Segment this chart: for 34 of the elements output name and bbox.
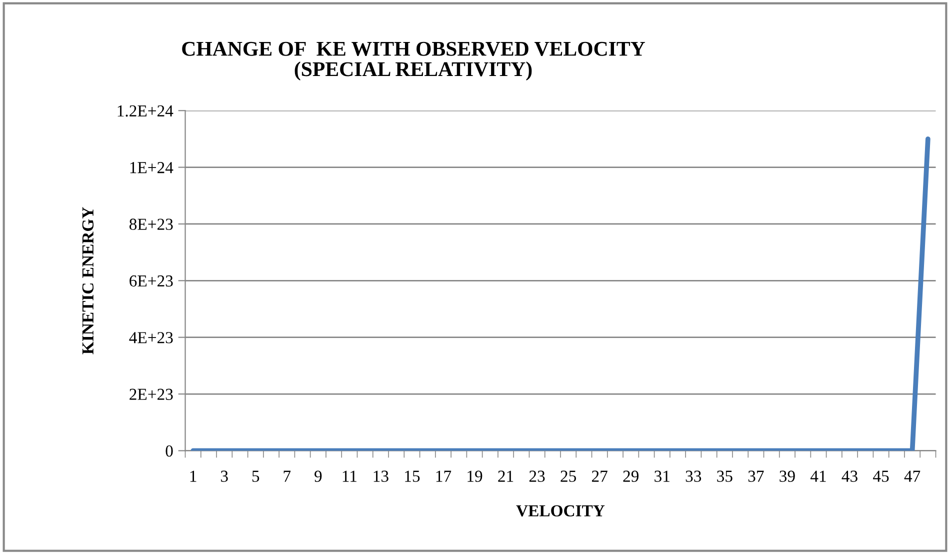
x-tick-label: 19: [468, 470, 482, 482]
x-tick-label: 13: [374, 470, 388, 482]
chart-title: CHANGE OF KE WITH OBSERVED VELOCITY (SPECIAL RELATIVITY): [182, 42, 645, 80]
x-tick-label: 7: [284, 470, 291, 482]
x-tick-label: 27: [592, 470, 608, 482]
x-axis-title: VELOCITY: [516, 505, 605, 517]
x-tick-label: 41: [810, 470, 826, 482]
x-tick-label: 31: [654, 470, 670, 482]
x-tick-label: 21: [498, 470, 514, 482]
x-tick-label: 35: [717, 470, 732, 482]
x-tick-label: 1: [190, 470, 196, 482]
y-tick-label: 4E+23: [129, 332, 173, 344]
x-tick-label: 33: [686, 470, 702, 482]
y-tick-label: 6E+23: [130, 275, 173, 287]
y-tick-label: 1E+24: [130, 162, 174, 174]
x-tick-label: 39: [780, 470, 795, 482]
x-tick-label: 3: [220, 470, 228, 482]
x-tick-label: 17: [436, 470, 452, 482]
y-tick-label: 1.2E+24: [118, 105, 174, 117]
y-axis-title: KINETIC ENERGY: [82, 207, 94, 354]
x-tick-label: 11: [342, 470, 356, 482]
x-tick-label: 15: [405, 470, 420, 482]
x-tick-label: 23: [529, 470, 545, 482]
x-tick-label: 9: [314, 470, 322, 482]
x-tick-label: 5: [252, 470, 260, 482]
x-tick-label: 37: [748, 470, 764, 482]
x-tick-label: 25: [560, 470, 576, 482]
y-tick-label: 8E+23: [130, 218, 173, 230]
x-tick-label: 29: [623, 470, 639, 482]
y-tick-label: 2E+23: [130, 388, 173, 400]
x-tick-label: 43: [842, 470, 858, 482]
x-tick-label: 47: [904, 470, 920, 482]
y-tick-label: 0: [166, 445, 173, 457]
x-tick-label: 45: [873, 470, 889, 482]
